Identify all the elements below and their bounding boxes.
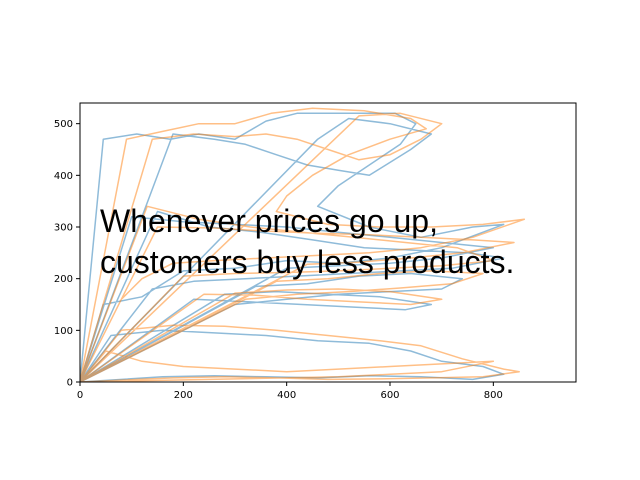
x-tick-label: 0 (77, 390, 83, 401)
annotation-line-2: customers buy less products. (100, 244, 514, 280)
x-tick-label: 600 (380, 390, 399, 401)
y-tick-label: 300 (54, 223, 73, 234)
annotation-line-1: Whenever prices go up, (100, 203, 438, 239)
plot-frame (79, 102, 577, 383)
y-tick-label: 500 (54, 119, 73, 130)
y-tick-label: 200 (54, 274, 73, 285)
x-tick-label: 400 (277, 390, 296, 401)
x-axis: 0 200 400 600 800 (77, 382, 503, 401)
y-axis: 0 100 200 300 400 500 (54, 119, 80, 389)
y-tick-label: 400 (54, 171, 73, 182)
series-line-2 (80, 107, 526, 382)
y-tick-label: 0 (67, 378, 73, 389)
series-layer (80, 107, 526, 382)
y-tick-label: 100 (54, 326, 73, 337)
series-line-1 (80, 112, 505, 382)
x-tick-label: 800 (484, 390, 503, 401)
x-tick-label: 200 (174, 390, 193, 401)
